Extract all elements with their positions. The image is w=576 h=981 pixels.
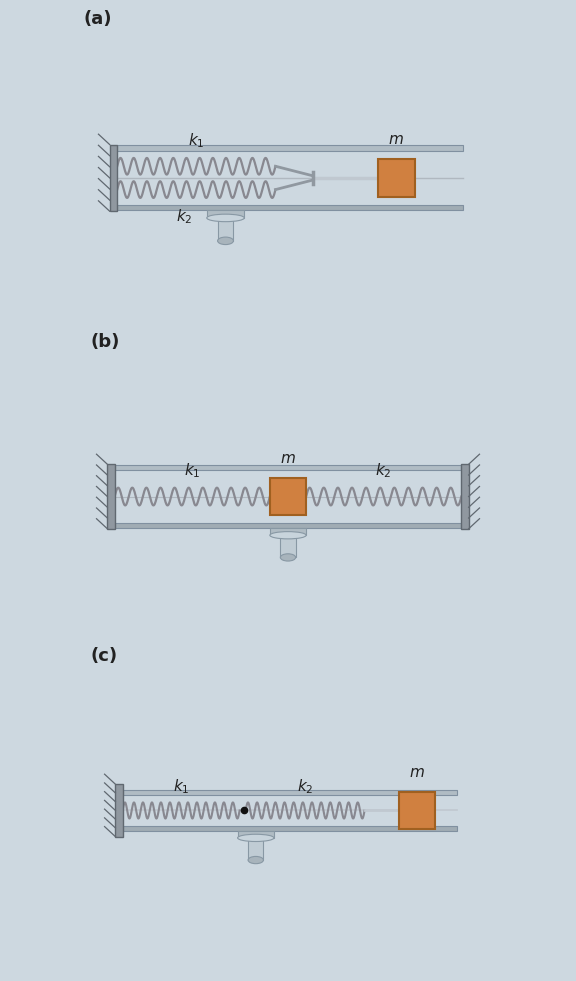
- Bar: [270, 528, 306, 536]
- Text: (c): (c): [90, 647, 118, 665]
- Bar: [399, 793, 435, 829]
- Text: $k_1$: $k_1$: [173, 778, 190, 797]
- Text: $k_2$: $k_2$: [297, 778, 313, 797]
- Ellipse shape: [238, 834, 274, 842]
- Text: $m$: $m$: [280, 451, 296, 466]
- Ellipse shape: [281, 554, 295, 561]
- Bar: [270, 479, 306, 515]
- Text: (a): (a): [84, 10, 112, 27]
- Text: (b): (b): [90, 334, 120, 351]
- Ellipse shape: [270, 532, 306, 539]
- Bar: [115, 523, 461, 528]
- Bar: [123, 826, 457, 831]
- Bar: [248, 838, 263, 860]
- Bar: [109, 144, 117, 211]
- Text: $m$: $m$: [409, 765, 425, 780]
- Text: $k_2$: $k_2$: [376, 461, 392, 480]
- Bar: [461, 464, 469, 529]
- Ellipse shape: [218, 237, 233, 244]
- Text: $m$: $m$: [388, 131, 404, 147]
- Bar: [115, 465, 461, 470]
- Bar: [207, 210, 244, 218]
- Bar: [238, 831, 274, 838]
- Bar: [377, 159, 415, 196]
- Ellipse shape: [248, 856, 263, 863]
- Bar: [117, 145, 463, 151]
- Bar: [281, 536, 295, 557]
- Bar: [117, 205, 463, 210]
- Text: $k_2$: $k_2$: [176, 207, 193, 226]
- Bar: [107, 464, 115, 529]
- Text: $k_1$: $k_1$: [188, 131, 204, 150]
- Text: $k_1$: $k_1$: [184, 461, 200, 480]
- Bar: [115, 784, 123, 837]
- Bar: [218, 218, 233, 240]
- Bar: [123, 791, 457, 796]
- Ellipse shape: [207, 214, 244, 222]
